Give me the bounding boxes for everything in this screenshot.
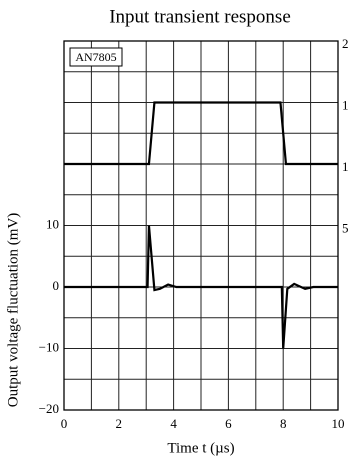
y-tick-label: −10 xyxy=(39,339,59,354)
y2-tick-label: 2 xyxy=(342,36,349,51)
annotation-box xyxy=(69,47,123,67)
chart-title: Input transient response xyxy=(109,6,291,27)
x-tick-label: 4 xyxy=(170,416,177,431)
y-tick-label: 0 xyxy=(53,278,60,293)
x-tick-label: 6 xyxy=(225,416,232,431)
annotation: AN7805 xyxy=(75,50,116,64)
y-tick-label: −20 xyxy=(39,401,59,416)
y2-tick-label: 5 xyxy=(342,220,349,235)
x-tick-label: 8 xyxy=(280,416,287,431)
y-axis-label: Output voltage fluctuation (mV) xyxy=(5,213,21,408)
y-tick-label: 10 xyxy=(46,216,59,231)
y2-tick-label: 1 xyxy=(342,97,349,112)
plot-frame xyxy=(63,40,339,411)
x-tick-label: 0 xyxy=(61,416,68,431)
series-line xyxy=(64,101,338,166)
y2-tick-label: 1 xyxy=(342,159,349,174)
x-tick-label: 2 xyxy=(116,416,123,431)
series-line xyxy=(64,225,338,349)
x-tick-label: 10 xyxy=(332,416,345,431)
x-axis-label: Time t (µs) xyxy=(167,440,234,456)
